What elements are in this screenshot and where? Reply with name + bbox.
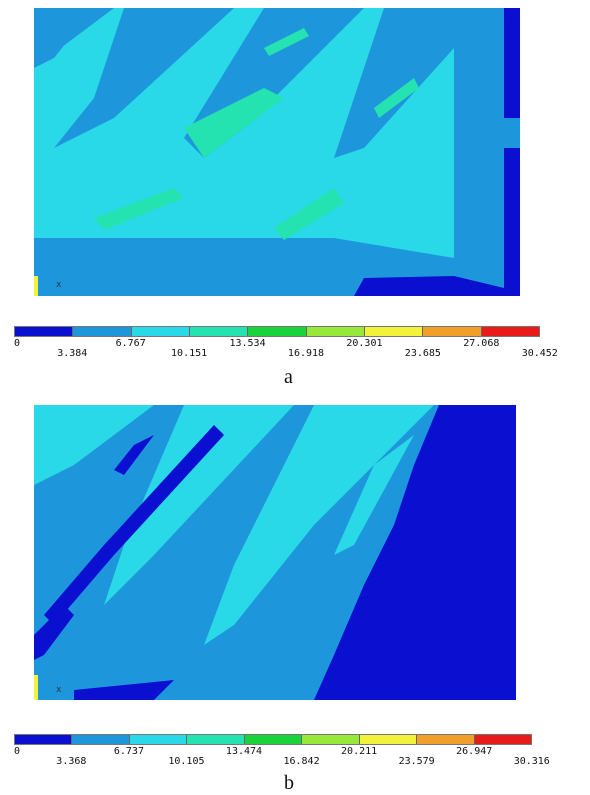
legend-tick-label: 30.452 (521, 348, 558, 359)
legend-tick-label: 3.384 (57, 348, 88, 359)
legend-tick-label: 20.211 (341, 746, 378, 757)
legend-swatch (417, 735, 475, 744)
legend-tick-label: 6.737 (113, 746, 144, 757)
contour-field-a (34, 8, 520, 296)
legend-swatch (15, 735, 73, 744)
color-legend-a (14, 326, 540, 337)
legend-swatch (306, 327, 365, 336)
legend-tick-label: 0 (14, 746, 21, 757)
axis-marker-b: x (56, 685, 62, 695)
legend-tick-label: 3.368 (56, 756, 87, 767)
legend-swatch (15, 327, 74, 336)
contour-field-b (34, 405, 516, 700)
legend-tick-label: 23.579 (398, 756, 435, 767)
legend-swatch (72, 735, 130, 744)
legend-swatch (481, 327, 539, 336)
legend-tick-label: 20.301 (346, 338, 383, 349)
legend-tick-label: 6.767 (115, 338, 146, 349)
legend-swatch (474, 735, 531, 744)
legend-tick-label: 16.918 (287, 348, 325, 359)
legend-swatch (423, 327, 482, 336)
legend-tick-label: 16.842 (283, 756, 320, 767)
panel-label-b: b (284, 772, 294, 794)
color-legend-b (14, 734, 532, 745)
legend-swatch (248, 327, 307, 336)
legend-tick-label: 13.534 (229, 338, 266, 349)
legend-swatch (364, 327, 424, 336)
contour-plot-b: x (34, 405, 516, 700)
legend-swatch (131, 327, 190, 336)
legend-swatch (244, 735, 303, 744)
legend-swatch (73, 327, 132, 336)
legend-tick-label: 27.068 (463, 338, 500, 349)
legend-swatch (187, 735, 245, 744)
axis-marker-a: x (56, 280, 62, 290)
legend-tick-label: 26.947 (456, 746, 493, 757)
panel-label-a: a (284, 366, 293, 388)
legend-tick-label: 10.105 (168, 756, 205, 767)
legend-swatch (302, 735, 360, 744)
legend-swatch (189, 327, 249, 336)
legend-swatch (359, 735, 418, 744)
legend-tick-label: 10.151 (171, 348, 208, 359)
contour-plot-a: x (34, 8, 520, 296)
legend-swatch (129, 735, 188, 744)
legend-tick-label: 13.474 (225, 746, 263, 757)
legend-tick-label: 30.316 (513, 756, 550, 767)
legend-tick-label: 23.685 (404, 348, 441, 359)
legend-tick-label: 0 (14, 338, 21, 349)
